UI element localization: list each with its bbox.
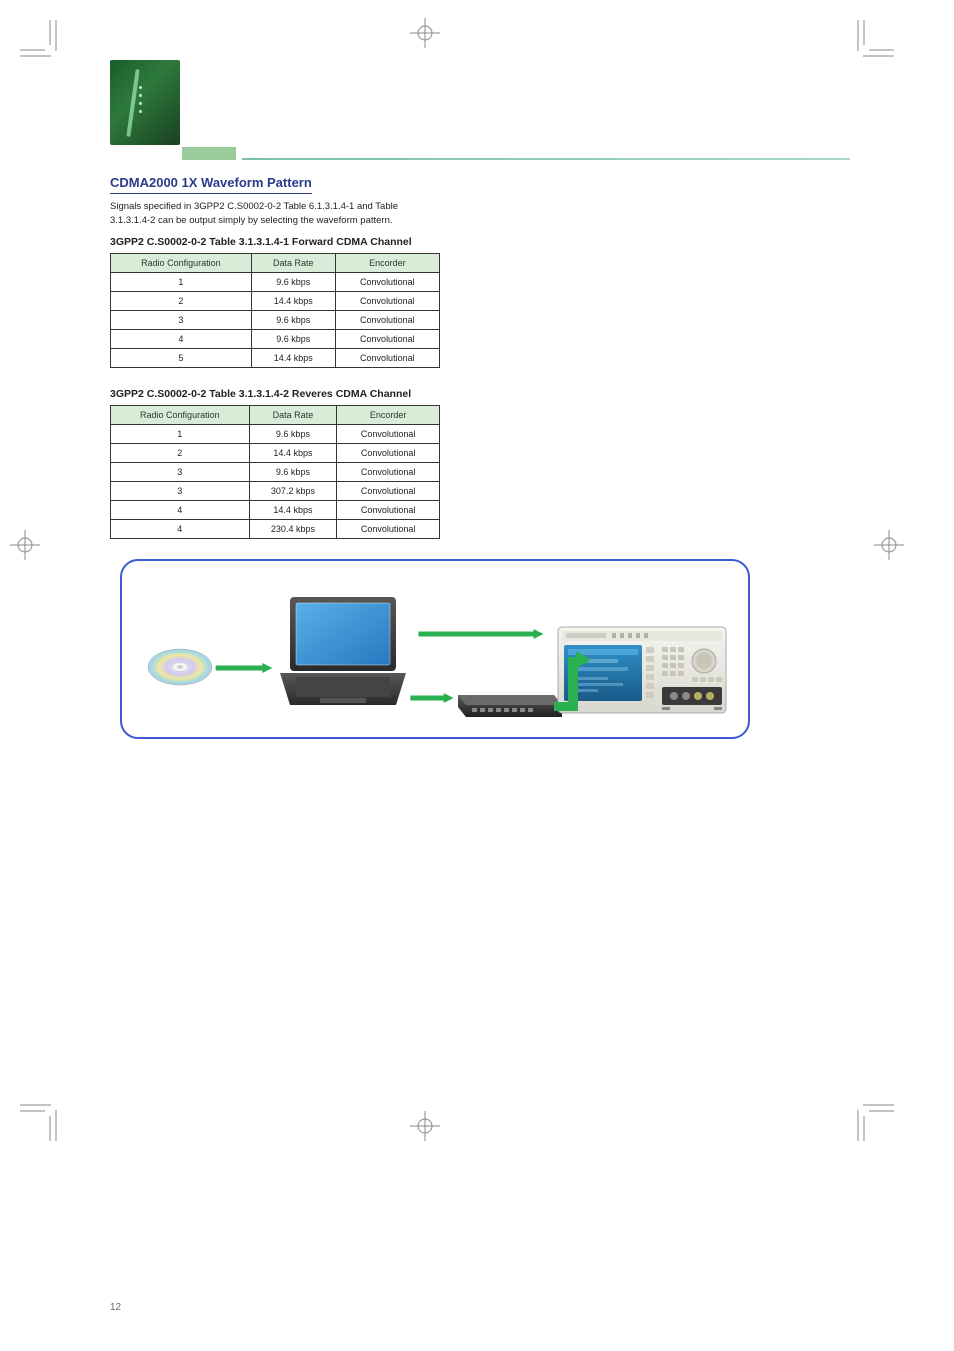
cell: Convolutional (337, 500, 440, 519)
laptop-icon (276, 595, 411, 718)
arrow-laptop-to-instrument (406, 629, 556, 639)
table-row: 3 9.6 kbps Convolutional (111, 462, 440, 481)
crop-mark-bottom-right (854, 1101, 894, 1141)
arrow-hub-to-instrument (554, 651, 590, 711)
table-row: 3 307.2 kbps Convolutional (111, 481, 440, 500)
cell: Convolutional (337, 462, 440, 481)
cell: 2 (111, 291, 252, 310)
table-row: 4 230.4 kbps Convolutional (111, 519, 440, 538)
cell: 14.4 kbps (251, 291, 335, 310)
table1-col0: Radio Configuration (111, 253, 252, 272)
cd-rom-icon (146, 645, 214, 694)
section-intro-text: Signals specified in 3GPP2 C.S0002-0-2 T… (110, 200, 440, 228)
crop-mark-top-right (854, 20, 894, 60)
cell: 307.2 kbps (249, 481, 337, 500)
cell: 9.6 kbps (251, 310, 335, 329)
cell: 5 (111, 348, 252, 367)
table1-col1: Data Rate (251, 253, 335, 272)
table-row: 3 9.6 kbps Convolutional (111, 310, 440, 329)
arrow-laptop-to-hub (406, 693, 458, 703)
cell: 3 (111, 462, 250, 481)
cell: Convolutional (337, 519, 440, 538)
cell: Convolutional (337, 424, 440, 443)
table-row: 4 14.4 kbps Convolutional (111, 500, 440, 519)
section-title: CDMA2000 1X Waveform Pattern (110, 175, 312, 194)
arrow-disc-to-laptop (210, 663, 278, 673)
cell: 4 (111, 500, 250, 519)
cell: 9.6 kbps (249, 462, 337, 481)
registration-mark-top (410, 18, 440, 53)
divider-line (242, 158, 850, 160)
cell: Convolutional (335, 329, 439, 348)
registration-mark-left (10, 530, 40, 565)
table2-col2: Encorder (337, 405, 440, 424)
table-row: 1 9.6 kbps Convolutional (111, 424, 440, 443)
table-row: 2 14.4 kbps Convolutional (111, 291, 440, 310)
cell: 9.6 kbps (251, 329, 335, 348)
cell: 1 (111, 272, 252, 291)
setup-diagram (120, 559, 750, 739)
page-content: CDMA2000 1X Waveform Pattern Signals spe… (110, 60, 850, 739)
table-row: 2 14.4 kbps Convolutional (111, 443, 440, 462)
table1-col2: Encorder (335, 253, 439, 272)
table-row: 1 9.6 kbps Convolutional (111, 272, 440, 291)
cell: 4 (111, 519, 250, 538)
cell: Convolutional (335, 272, 439, 291)
hub-icon (454, 687, 564, 728)
crop-mark-bottom-left (20, 1101, 60, 1141)
table-row: 4 9.6 kbps Convolutional (111, 329, 440, 348)
divider-tab (182, 147, 236, 160)
registration-mark-bottom (410, 1111, 440, 1146)
cell: 9.6 kbps (249, 424, 337, 443)
cell: Convolutional (335, 291, 439, 310)
header-thumbnail (110, 60, 180, 145)
cell: 4 (111, 329, 252, 348)
registration-mark-right (874, 530, 904, 565)
cell: 14.4 kbps (251, 348, 335, 367)
reverse-channel-table: Radio Configuration Data Rate Encorder 1… (110, 405, 440, 539)
cell: Convolutional (335, 310, 439, 329)
cell: Convolutional (337, 443, 440, 462)
cell: 1 (111, 424, 250, 443)
cell: 3 (111, 481, 250, 500)
table2-col0: Radio Configuration (111, 405, 250, 424)
cell: 14.4 kbps (249, 443, 337, 462)
page-number: 12 (110, 1302, 121, 1313)
cell: 230.4 kbps (249, 519, 337, 538)
cell: 14.4 kbps (249, 500, 337, 519)
crop-mark-top-left (20, 20, 60, 60)
cell: 3 (111, 310, 252, 329)
table1-heading: 3GPP2 C.S0002-0-2 Table 3.1.3.1.4-1 Forw… (110, 236, 850, 248)
table2-col1: Data Rate (249, 405, 337, 424)
table2-heading: 3GPP2 C.S0002-0-2 Table 3.1.3.1.4-2 Reve… (110, 388, 850, 400)
cell: Convolutional (335, 348, 439, 367)
table-row: 5 14.4 kbps Convolutional (111, 348, 440, 367)
cell: 9.6 kbps (251, 272, 335, 291)
cell: 2 (111, 443, 250, 462)
section-divider (110, 147, 850, 160)
cell: Convolutional (337, 481, 440, 500)
forward-channel-table: Radio Configuration Data Rate Encorder 1… (110, 253, 440, 368)
